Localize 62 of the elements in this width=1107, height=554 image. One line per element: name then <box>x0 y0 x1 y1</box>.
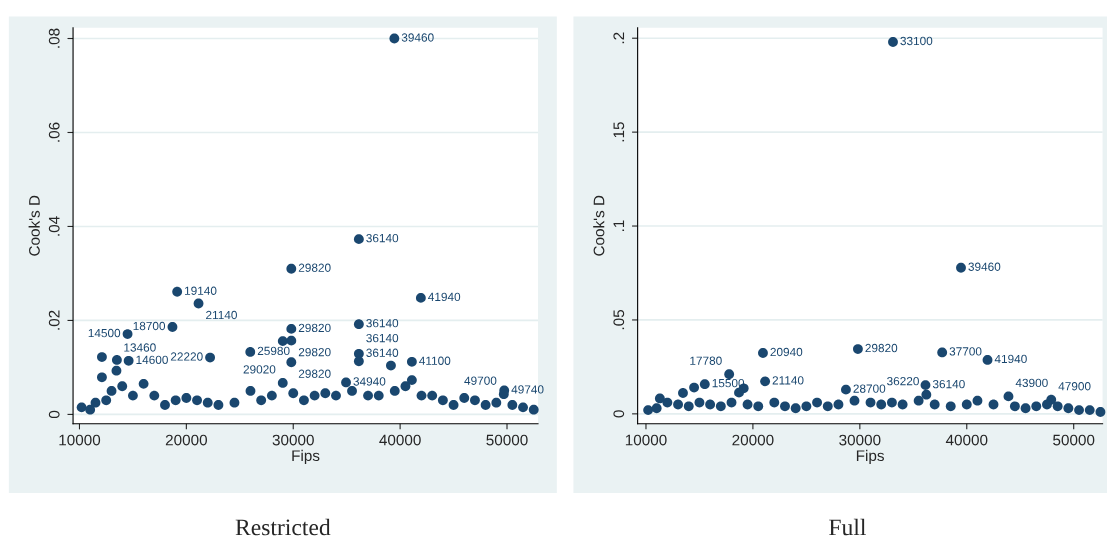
y-axis-title: Cook's D <box>28 195 40 256</box>
x-tick-label: 40000 <box>379 434 421 446</box>
annotation: 37700 <box>949 347 982 356</box>
annotation: 36140 <box>366 333 399 343</box>
annotation: 36140 <box>366 233 399 243</box>
annotation: 39460 <box>401 33 434 42</box>
annotation: 18700 <box>133 321 166 331</box>
annotation: 14500 <box>88 328 121 338</box>
y-tick-label: 0 <box>48 410 60 419</box>
annotation: 29820 <box>298 323 331 333</box>
annotation: 21140 <box>206 310 237 320</box>
annotation: 33100 <box>900 36 933 46</box>
annotation: 41940 <box>994 354 1027 364</box>
x-axis-title: Fips <box>856 449 884 465</box>
text: Restricted <box>235 518 331 536</box>
x-tick-label: 50000 <box>486 434 528 446</box>
x-tick-label: 40000 <box>945 434 988 446</box>
annotation: 43900 <box>1015 378 1048 388</box>
x-tick-label: 10000 <box>625 434 667 446</box>
text: Full <box>829 518 866 536</box>
y-tick-label: .05 <box>613 309 625 330</box>
x-tick-label: 10000 <box>59 434 101 446</box>
annotation: 19140 <box>185 286 217 295</box>
y-tick-label: 0 <box>613 410 625 418</box>
x-tick-label: 30000 <box>839 434 881 446</box>
x-tick-label: 30000 <box>272 434 314 446</box>
annotation: 13460 <box>124 343 156 352</box>
annotation: 20940 <box>770 347 803 357</box>
x-axis-title: Fips <box>292 449 320 465</box>
y-tick-label: .06 <box>48 122 60 142</box>
annotation: 21140 <box>772 376 804 385</box>
annotation: 36220 <box>887 377 919 386</box>
annotation: 39460 <box>968 262 1001 271</box>
annotation: 25980 <box>257 346 290 356</box>
annotation: 29020 <box>243 365 276 374</box>
annotation: 14600 <box>136 355 168 365</box>
y-axis-title: Cook's D <box>593 195 605 256</box>
x-tick-label: 20000 <box>732 434 774 446</box>
annotation: 34940 <box>353 377 386 386</box>
annotation: 29820 <box>298 369 331 378</box>
annotation: 29820 <box>865 343 898 353</box>
annotation: 28700 <box>853 384 886 393</box>
annotation: 41100 <box>419 356 451 365</box>
y-tick-label: .08 <box>48 28 60 48</box>
annotation: 36140 <box>366 319 399 328</box>
y-tick-label: .2 <box>613 32 625 44</box>
y-tick-label: .15 <box>613 122 625 142</box>
y-tick-label: .02 <box>48 310 60 330</box>
annotation: 49740 <box>511 385 544 394</box>
x-tick-label: 50000 <box>1053 434 1095 446</box>
annotation: 22220 <box>170 352 203 361</box>
annotation: 36140 <box>932 379 965 389</box>
annotation: 41940 <box>428 292 461 302</box>
annotation: 17780 <box>690 356 722 365</box>
y-tick-label: .04 <box>48 216 60 236</box>
y-tick-label: .1 <box>613 220 625 232</box>
annotation: 36140 <box>366 348 399 357</box>
annotation: 29820 <box>298 347 331 357</box>
annotation: 49700 <box>464 376 497 385</box>
annotation: 47900 <box>1058 382 1091 391</box>
annotation: 29820 <box>298 263 331 272</box>
x-tick-label: 20000 <box>165 434 207 446</box>
